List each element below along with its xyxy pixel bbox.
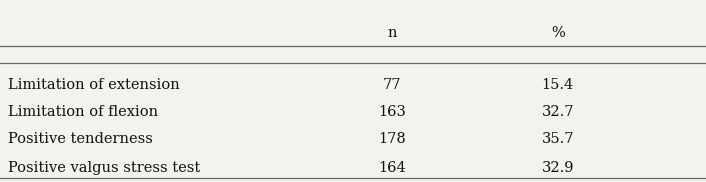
Text: %: % [551,26,565,40]
Text: Positive valgus stress test: Positive valgus stress test [8,161,201,175]
Text: 32.7: 32.7 [542,105,574,119]
Text: Positive tenderness: Positive tenderness [8,132,153,146]
Text: Limitation of flexion: Limitation of flexion [8,105,159,119]
Text: 163: 163 [378,105,406,119]
Text: 35.7: 35.7 [542,132,574,146]
Text: 178: 178 [378,132,406,146]
Text: 77: 77 [383,78,401,92]
Text: 164: 164 [378,161,406,175]
Text: 32.9: 32.9 [542,161,574,175]
Text: Limitation of extension: Limitation of extension [8,78,180,92]
Text: 15.4: 15.4 [542,78,574,92]
Text: n: n [387,26,397,40]
